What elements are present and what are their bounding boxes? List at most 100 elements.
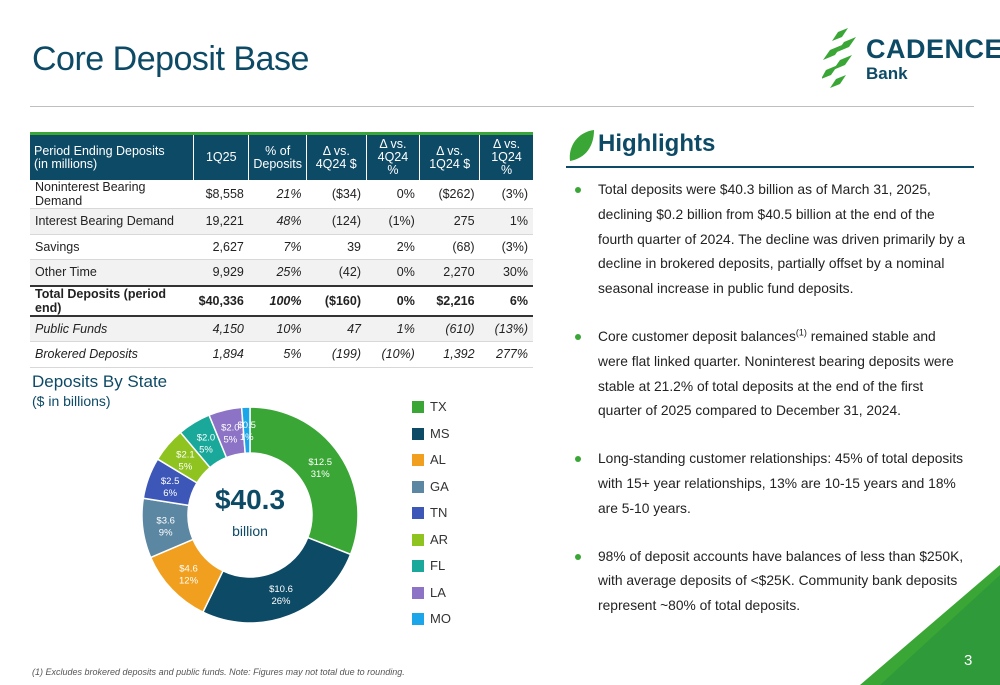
bullet-dot <box>575 187 581 193</box>
page-title: Core Deposit Base <box>32 40 309 78</box>
cell-1q25: 9,929 <box>193 259 249 286</box>
row-label: Savings <box>30 234 194 260</box>
slice-label-pct-fl: 5% <box>199 444 213 455</box>
slice-label-pct-ms: 26% <box>271 596 291 607</box>
cell-vs-1q24-pct: 30% <box>479 259 533 286</box>
row-label: Noninterest Bearing Demand <box>30 180 194 209</box>
header-vs-4q24-pct: Δ vs. 4Q24 % <box>366 133 421 180</box>
logo-subtitle: Bank <box>866 64 908 83</box>
slice-label-value-ga: $3.6 <box>156 516 175 527</box>
legend-label: GA <box>430 478 449 494</box>
legend-swatch <box>412 586 424 599</box>
highlight-text: 98% of deposit accounts have balances of… <box>598 548 964 614</box>
cell-vs-4q24-pct: (10%) <box>366 341 420 368</box>
chart-subtitle: ($ in billions) <box>32 393 111 409</box>
header-vs-4q24-usd: Δ vs. 4Q24 $ <box>306 133 367 180</box>
donut-center-label: billion <box>232 523 268 539</box>
slice-label-value-ar: $2.1 <box>176 450 195 461</box>
highlights-divider <box>566 166 974 168</box>
cell-pct-deposits: 25% <box>248 259 307 286</box>
bullet-dot <box>575 333 581 340</box>
slice-label-pct-ga: 9% <box>159 528 173 539</box>
highlight-bullet: Total deposits were $40.3 billion as of … <box>572 178 967 302</box>
highlight-bullet: Core customer deposit balances(1) remain… <box>572 325 967 424</box>
row-label: Public Funds <box>30 315 194 342</box>
chart-title: Deposits By State <box>32 372 168 391</box>
footnote: (1) Excludes brokered deposits and publi… <box>32 667 405 677</box>
page-number: 3 <box>964 652 973 669</box>
legend-item-tx: TX <box>412 398 492 418</box>
legend-label: FL <box>430 558 446 573</box>
table-header-row: Period Ending Deposits (in millions) 1Q25… <box>30 133 533 180</box>
cell-pct-deposits: 10% <box>248 315 307 342</box>
cadence-bank-logo: CADENCE Bank <box>822 28 1000 88</box>
cell-1q25: 19,221 <box>193 208 249 235</box>
cell-vs-1q24-usd: 1,392 <box>419 341 480 368</box>
cell-vs-1q24-usd: (68) <box>419 234 480 260</box>
slice-label-pct-tn: 6% <box>163 488 177 499</box>
table-row: Total Deposits (period end) $40,336 100% ($… <box>30 284 533 317</box>
legend-label: TX <box>430 399 447 414</box>
slice-label-value-tn: $2.5 <box>161 476 180 487</box>
cell-vs-4q24-usd: ($34) <box>306 180 366 209</box>
slice-label-value-al: $4.6 <box>179 564 198 575</box>
cell-1q25: $8,558 <box>193 180 249 209</box>
cell-vs-4q24-pct: 1% <box>366 315 420 342</box>
slice-label-pct-tx: 31% <box>311 469 331 480</box>
legend-swatch <box>412 560 424 572</box>
highlight-text: Long-standing customer relationships: 45… <box>598 451 964 516</box>
legend-item-mo: MO <box>412 610 492 630</box>
table-row: Noninterest Bearing Demand $8,558 21% ($34)… <box>30 180 533 209</box>
leaf-icon <box>569 130 594 161</box>
row-label: Other Time <box>30 259 194 286</box>
row-label: Interest Bearing Demand <box>30 208 194 235</box>
cell-vs-1q24-pct: (13%) <box>479 315 533 342</box>
slice-label-pct-la: 5% <box>223 434 237 445</box>
cell-vs-1q24-usd: 2,270 <box>419 259 480 286</box>
cell-vs-1q24-usd: 275 <box>419 208 480 235</box>
legend-item-ga: GA <box>412 478 492 498</box>
legend-item-ar: AR <box>412 531 492 551</box>
highlight-bullet: 98% of deposit accounts have balances of… <box>572 545 967 619</box>
cell-pct-deposits: 5% <box>248 341 307 368</box>
cell-vs-1q24-pct: (3%) <box>479 234 533 260</box>
row-label: Total Deposits (period end) <box>30 284 194 317</box>
cell-1q25: 1,894 <box>193 341 249 368</box>
cell-pct-deposits: 7% <box>248 234 307 260</box>
title-divider <box>30 106 974 107</box>
deposits-by-state-donut-chart: $12.531%$10.626%$4.612%$3.69%$2.56%$2.15… <box>141 406 359 624</box>
cell-1q25: 4,150 <box>193 315 249 342</box>
slice-mo <box>240 406 251 454</box>
cell-pct-deposits: 100% <box>248 284 307 317</box>
slice-label-value-fl: $2.0 <box>197 432 216 443</box>
cell-vs-4q24-pct: 0% <box>366 284 420 317</box>
cell-vs-4q24-pct: 0% <box>366 259 420 286</box>
slice-label-pct-mo: 1% <box>240 432 254 443</box>
slice-label-value-mo: $0.5 <box>237 420 256 431</box>
cell-vs-4q24-usd: (199) <box>306 341 366 368</box>
slice-label-value-tx: $12.5 <box>308 457 332 468</box>
highlights-list: Total deposits were $40.3 billion as of … <box>572 178 967 642</box>
slice-ms <box>201 536 352 624</box>
table-row: Brokered Deposits 1,894 5% (199) (10%) 1,392 2… <box>30 341 533 368</box>
logo-mark-icon <box>822 28 856 88</box>
slice-label-pct-ar: 5% <box>179 462 193 473</box>
legend-item-fl: FL <box>412 557 492 577</box>
cell-1q25: $40,336 <box>193 284 249 317</box>
donut-center-value: $40.3 <box>215 484 285 515</box>
legend-swatch <box>412 454 424 466</box>
cell-vs-4q24-pct: 2% <box>366 234 420 260</box>
legend-swatch <box>412 401 424 413</box>
bullet-dot <box>575 456 581 463</box>
highlight-text: Core customer deposit balances <box>598 328 796 344</box>
highlight-text: Total deposits were $40.3 billion as of … <box>598 182 966 297</box>
legend-item-al: AL <box>412 451 492 471</box>
table-row: Interest Bearing Demand 19,221 48% (124) (1%… <box>30 208 533 235</box>
legend-swatch <box>412 533 424 546</box>
legend-item-la: LA <box>412 584 492 604</box>
cell-vs-1q24-pct: (3%) <box>479 180 533 209</box>
cell-pct-deposits: 21% <box>248 180 307 209</box>
table-row: Savings 2,627 7% 39 2% (68) (3%) <box>30 234 533 260</box>
footnote-marker: (1) <box>795 327 807 338</box>
cell-vs-4q24-usd: (124) <box>306 208 366 235</box>
